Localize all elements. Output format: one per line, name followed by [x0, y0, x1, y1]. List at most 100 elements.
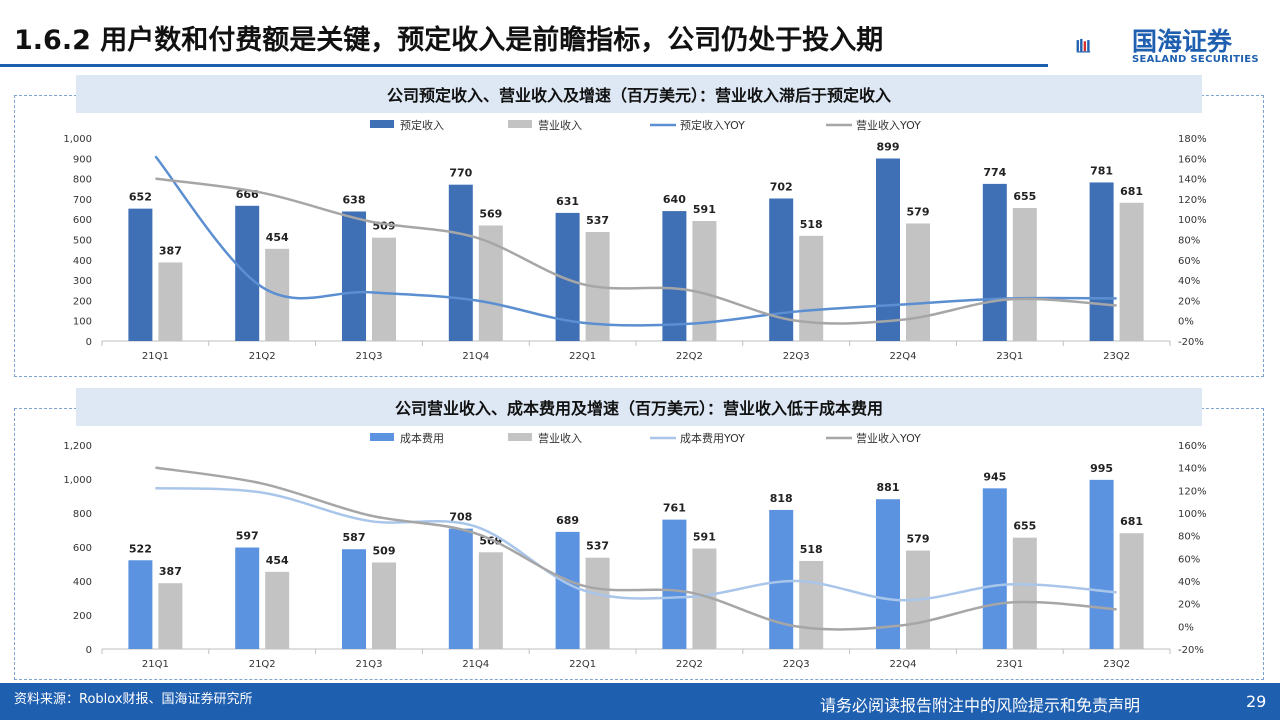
- sealand-logo-icon: [1076, 38, 1091, 53]
- y-left-tick-label: 200: [73, 296, 92, 307]
- disclaimer-link[interactable]: 请务必阅读报告附注中的风险提示和免责声明: [820, 696, 1141, 715]
- line-series-primary-yoy: [155, 486, 1117, 602]
- bar-primary: [876, 158, 900, 341]
- bar-data-label: 591: [693, 531, 716, 544]
- bar-data-label: 770: [449, 167, 472, 180]
- x-tick-label: 23Q1: [996, 659, 1023, 670]
- bar-data-label: 708: [449, 511, 472, 524]
- bar-data-label: 681: [1120, 515, 1143, 528]
- page-title: 1.6.2 用户数和付费额是关键，预定收入是前瞻指标，公司仍处于投入期: [14, 25, 884, 56]
- x-tick-label: 23Q2: [1103, 659, 1130, 670]
- legend-label: 营业收入YOY: [856, 118, 921, 132]
- x-tick-label: 21Q4: [462, 659, 489, 670]
- x-tick-label: 23Q2: [1103, 351, 1130, 362]
- bar-primary: [769, 509, 794, 649]
- y-right-tick-label: 180%: [1178, 134, 1207, 145]
- y-right-tick-label: 160%: [1178, 154, 1207, 165]
- legend-label: 营业收入: [538, 431, 582, 445]
- x-tick-label: 22Q2: [676, 351, 703, 362]
- bar-data-label: 518: [800, 543, 823, 556]
- line-series-revenue-yoy: [155, 466, 1117, 631]
- y-right-tick-label: 140%: [1178, 464, 1207, 475]
- legend-label: 预定收入YOY: [680, 118, 745, 132]
- x-tick-label: 21Q3: [356, 351, 383, 362]
- y-right-tick-label: -20%: [1178, 337, 1204, 348]
- y-left-tick-label: 500: [73, 236, 92, 247]
- legend-label: 预定收入: [400, 118, 444, 132]
- y-left-tick-label: 900: [73, 154, 92, 165]
- bar-data-label: 652: [129, 191, 152, 204]
- bar-data-label: 655: [1013, 190, 1036, 203]
- bar-data-label: 597: [236, 530, 259, 543]
- y-left-tick-label: 400: [73, 577, 92, 588]
- bar-data-label: 995: [1090, 462, 1113, 475]
- bottom-chart-title: 公司营业收入、成本费用及增速（百万美元）：营业收入低于成本费用: [76, 388, 1202, 426]
- y-right-tick-label: 140%: [1178, 175, 1207, 186]
- y-right-tick-label: 120%: [1178, 195, 1207, 206]
- y-left-tick-label: 600: [73, 543, 92, 554]
- legend-swatch: [370, 433, 394, 441]
- bar-revenue: [478, 552, 503, 649]
- top-chart: 0 100 200 300 400 500 600 700 800 900 1,000 -20% 0% 2…: [63, 118, 1207, 362]
- y-left-tick-label: 1,200: [63, 441, 92, 452]
- legend-label: 营业收入: [538, 118, 582, 132]
- bar-data-label: 781: [1090, 164, 1113, 177]
- y-right-tick-label: 100%: [1178, 509, 1207, 520]
- bar-revenue: [906, 223, 930, 341]
- x-tick-label: 21Q2: [249, 659, 276, 670]
- bar-data-label: 387: [159, 244, 182, 257]
- x-tick-label: 22Q1: [569, 351, 596, 362]
- y-left-tick-label: 400: [73, 256, 92, 267]
- y-left-tick-label: 1,000: [63, 475, 92, 486]
- legend-label: 成本费用YOY: [680, 431, 745, 445]
- bar-revenue: [158, 262, 183, 341]
- x-tick-label: 21Q1: [142, 351, 169, 362]
- x-tick-label: 22Q3: [783, 351, 810, 362]
- bar-data-label: 579: [907, 205, 930, 218]
- bar-data-label: 454: [266, 231, 289, 244]
- bar-revenue: [372, 237, 396, 341]
- y-right-tick-label: 100%: [1178, 215, 1207, 226]
- y-right-tick-label: 60%: [1178, 256, 1200, 267]
- x-tick-label: 22Q1: [569, 659, 596, 670]
- bar-data-label: 569: [479, 207, 502, 220]
- bar-revenue: [1119, 202, 1144, 341]
- bar-primary: [1089, 479, 1114, 649]
- y-right-tick-label: 60%: [1178, 554, 1200, 565]
- bar-primary: [128, 560, 153, 649]
- bar-data-label: 689: [556, 514, 579, 527]
- bar-revenue: [265, 571, 290, 649]
- bar-data-label: 818: [770, 492, 793, 505]
- y-left-tick-label: 100: [73, 317, 92, 328]
- x-tick-label: 21Q1: [142, 659, 169, 670]
- bar-revenue: [372, 562, 396, 649]
- page-number: 29: [1246, 692, 1267, 711]
- bar-primary: [662, 211, 687, 341]
- bar-data-label: 945: [983, 470, 1006, 483]
- y-left-tick-label: 300: [73, 276, 92, 287]
- bar-data-label: 881: [877, 481, 900, 494]
- bar-primary: [982, 183, 1007, 341]
- bar-primary: [555, 531, 580, 649]
- y-right-tick-label: 0%: [1178, 622, 1194, 633]
- bar-revenue: [478, 225, 503, 341]
- legend-swatch: [508, 433, 532, 441]
- x-tick-label: 21Q3: [356, 659, 383, 670]
- bar-data-label: 591: [693, 203, 716, 216]
- bar-primary: [128, 208, 153, 341]
- x-tick-label: 21Q4: [462, 351, 489, 362]
- y-right-tick-label: -20%: [1178, 645, 1204, 656]
- bar-data-label: 761: [663, 502, 686, 515]
- bottom-chart: 0 200 400 600 800 1,000 1,200 -20% 0% 20% 40% 60% 80…: [63, 431, 1207, 670]
- line-series-revenue-yoy: [155, 177, 1117, 325]
- bar-primary: [982, 488, 1007, 649]
- y-right-tick-label: 120%: [1178, 486, 1207, 497]
- y-right-tick-label: 20%: [1178, 296, 1200, 307]
- line-series-primary-yoy: [154, 155, 1117, 327]
- bar-data-label: 631: [556, 195, 579, 208]
- brand-name-cn: 国海证券: [1132, 27, 1233, 56]
- bar-data-label: 655: [1013, 520, 1036, 533]
- y-left-tick-label: 800: [73, 509, 92, 520]
- bar-data-label: 579: [907, 533, 930, 546]
- y-right-tick-label: 160%: [1178, 441, 1207, 452]
